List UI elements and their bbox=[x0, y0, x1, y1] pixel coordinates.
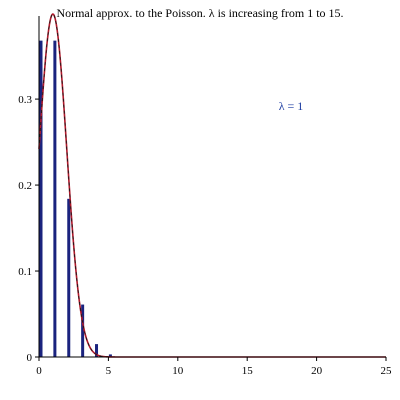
chart-title: Normal approx. to the Poisson. λ is incr… bbox=[56, 6, 343, 20]
x-tick-label-5: 5 bbox=[106, 365, 112, 377]
bar-5 bbox=[108, 354, 112, 357]
normal-curve bbox=[38, 13, 386, 358]
bar-0 bbox=[39, 40, 43, 357]
ticks-group: 0 5 10 15 20 25 0 0.1 0.2 0.3 bbox=[18, 94, 392, 377]
x-tick-label-25: 25 bbox=[381, 365, 393, 377]
curve-group bbox=[38, 13, 386, 358]
x-tick-label-10: 10 bbox=[172, 365, 184, 377]
bar-3 bbox=[81, 304, 85, 357]
bar-4 bbox=[95, 344, 99, 357]
y-tick-label-0.2: 0.2 bbox=[18, 180, 32, 192]
x-tick-label-0: 0 bbox=[36, 365, 42, 377]
axes-group bbox=[38, 16, 386, 358]
bar-2 bbox=[67, 198, 71, 357]
y-tick-label-0.3: 0.3 bbox=[18, 94, 32, 106]
x-tick-label-15: 15 bbox=[242, 365, 254, 377]
bar-1 bbox=[53, 40, 57, 357]
normal-curve-dashed bbox=[38, 13, 386, 358]
lambda-annotation: λ = 1 bbox=[279, 99, 304, 113]
bars-group bbox=[39, 40, 112, 357]
y-tick-label-0.1: 0.1 bbox=[18, 266, 32, 278]
x-tick-label-20: 20 bbox=[311, 365, 323, 377]
y-tick-label-0: 0 bbox=[27, 352, 33, 364]
